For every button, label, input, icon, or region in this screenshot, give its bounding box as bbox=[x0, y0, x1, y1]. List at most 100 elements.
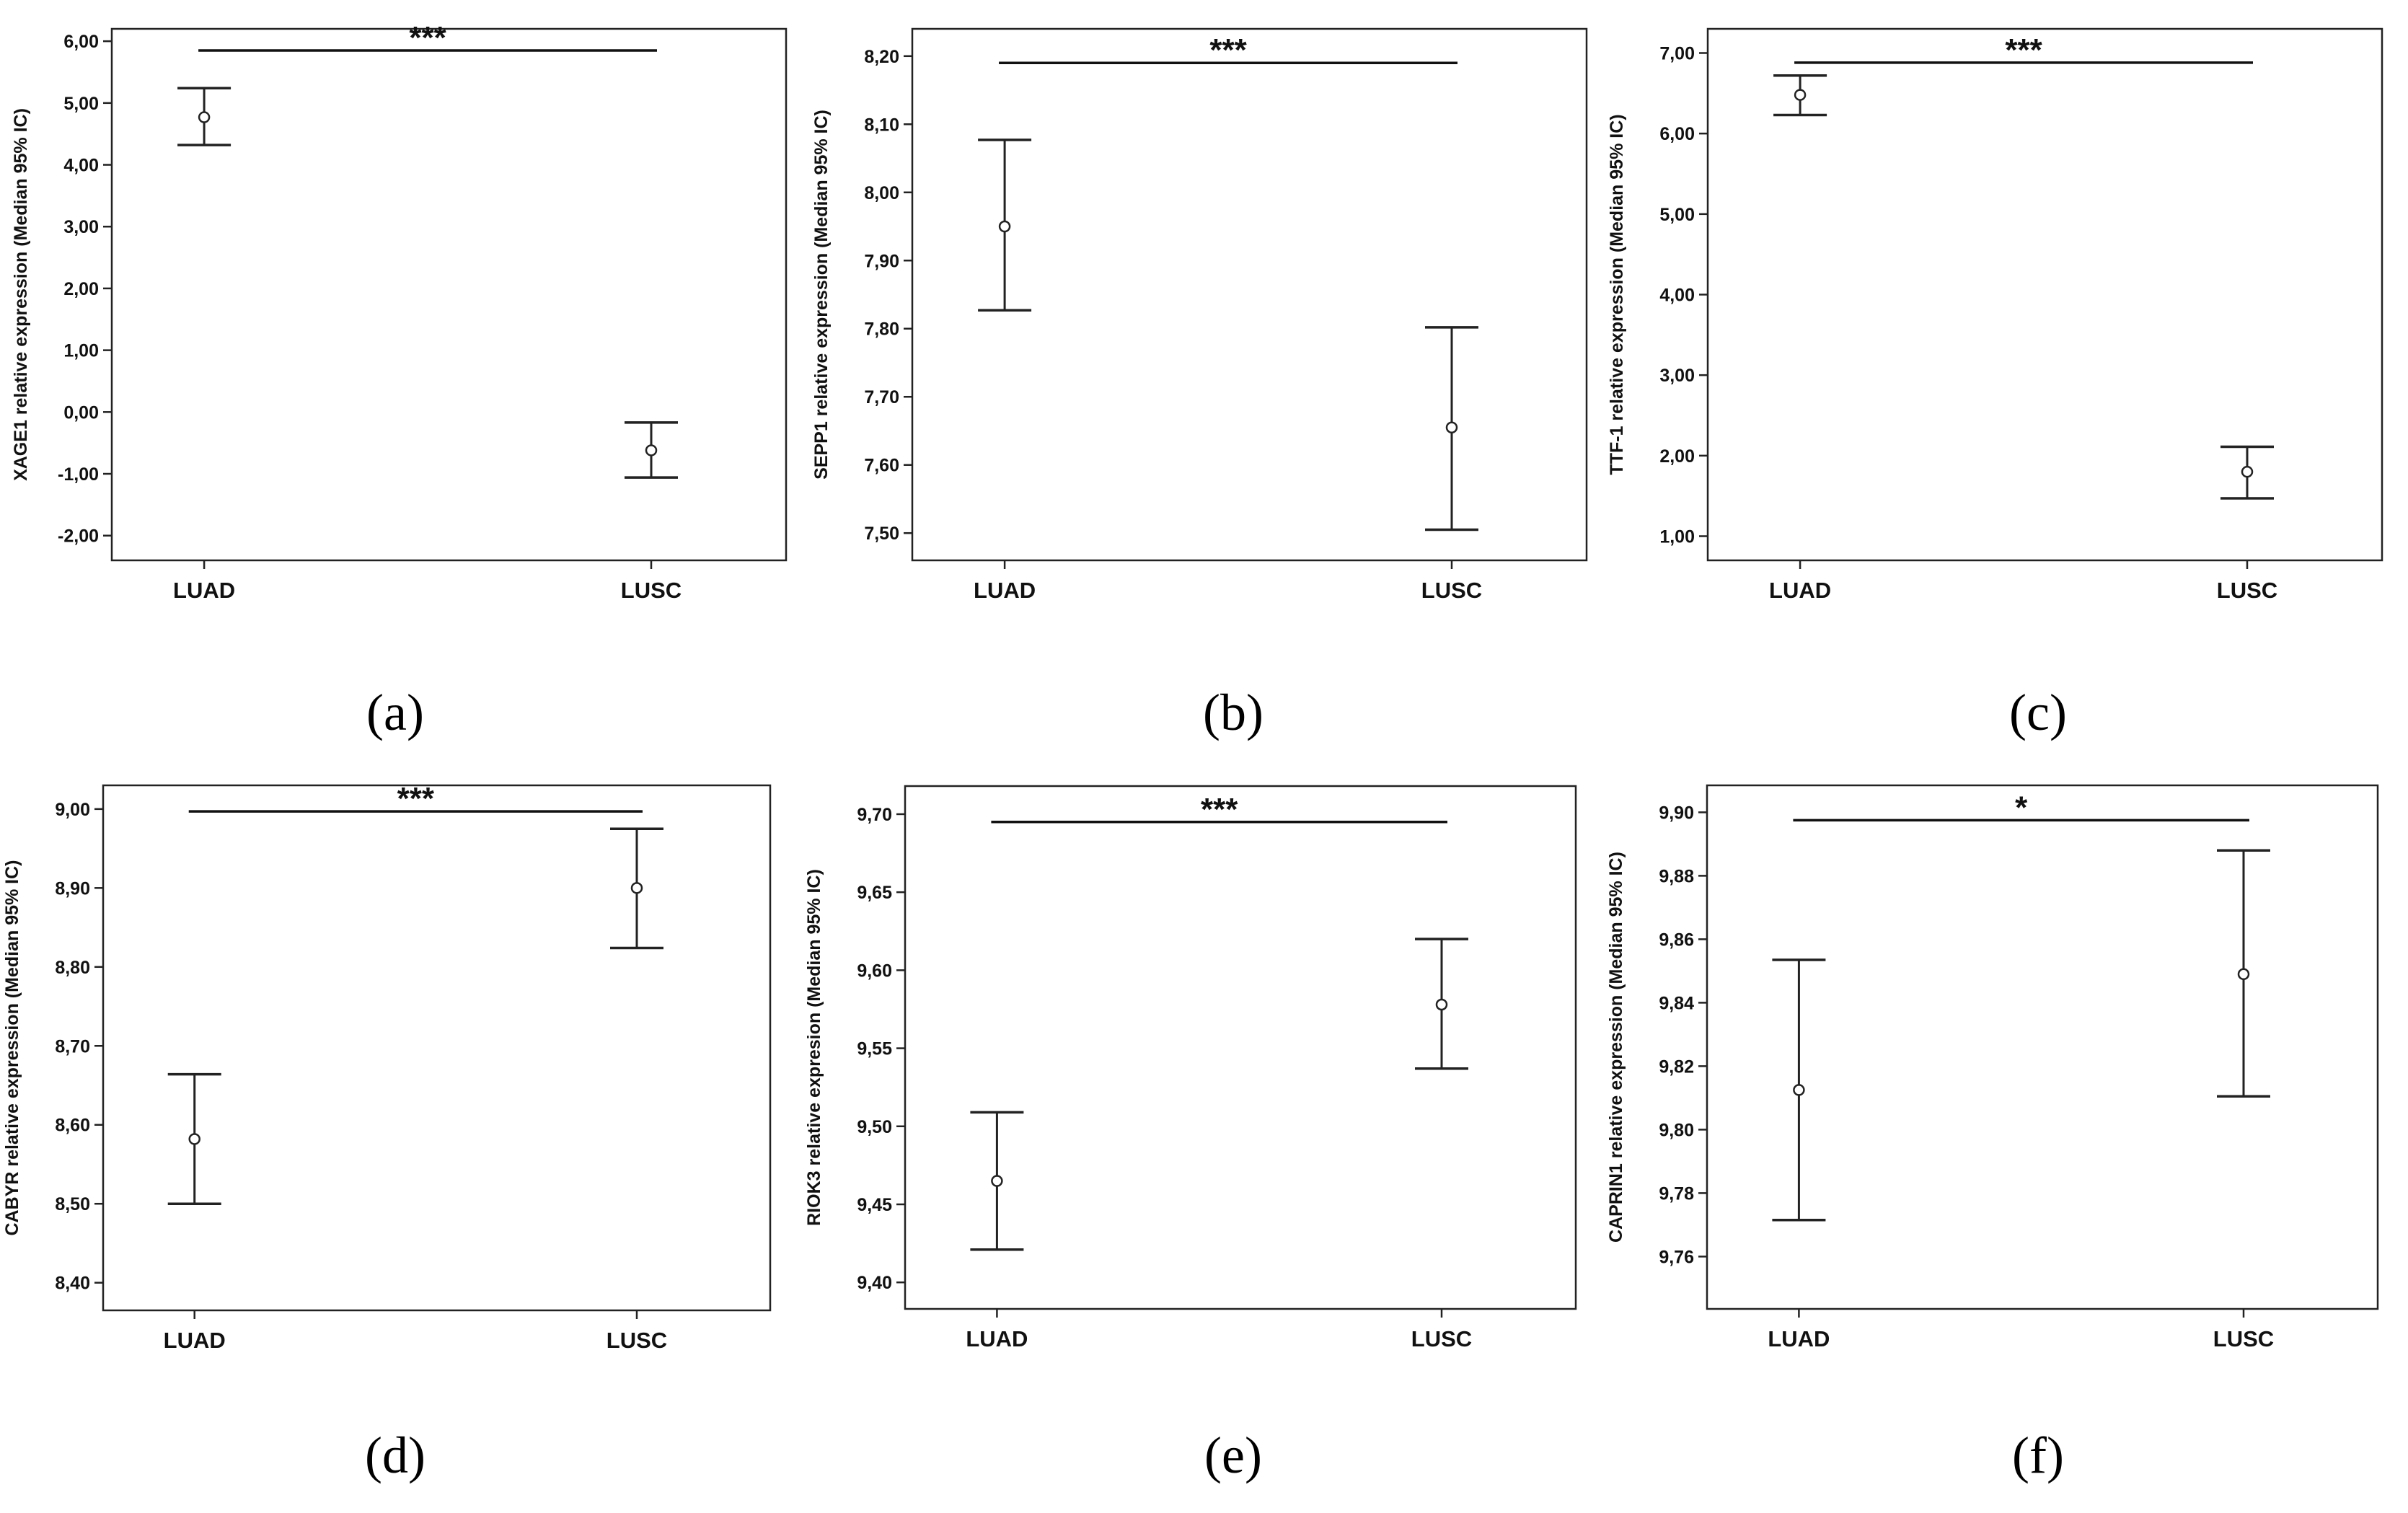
y-tick-label: 8,90 bbox=[55, 878, 90, 899]
x-tick-label: LUSC bbox=[1421, 578, 1482, 603]
panel-label: (f) bbox=[2012, 1426, 2064, 1484]
plot-frame bbox=[904, 785, 1577, 1310]
y-tick-label: 6,00 bbox=[63, 32, 99, 52]
y-tick-label: 1,00 bbox=[63, 341, 99, 361]
panel-label: (c) bbox=[2009, 684, 2067, 741]
panel-label: (a) bbox=[366, 684, 424, 741]
y-tick-label: 9,80 bbox=[1659, 1120, 1694, 1140]
x-tick-label: LUAD bbox=[1769, 578, 1831, 603]
y-tick-label: 5,00 bbox=[1659, 205, 1695, 225]
plot-frame bbox=[911, 27, 1588, 562]
y-tick-label: 9,78 bbox=[1659, 1183, 1694, 1204]
y-tick-label: 8,20 bbox=[864, 47, 899, 67]
plot-frame bbox=[1706, 27, 2383, 562]
y-axis-title: CABYR relative expression (Median 95% IC… bbox=[2, 860, 22, 1236]
y-axis-title: TTF-1 relative expression (Median 95% IC… bbox=[1607, 114, 1627, 475]
y-tick-label: 9,45 bbox=[857, 1195, 892, 1215]
y-tick-label: 9,76 bbox=[1659, 1247, 1694, 1267]
significance-stars: *** bbox=[1201, 792, 1238, 827]
x-tick-label: LUSC bbox=[607, 1328, 667, 1353]
y-tick-label: 7,60 bbox=[864, 456, 899, 476]
y-tick-label: 4,00 bbox=[63, 156, 99, 176]
x-tick-label: LUSC bbox=[1411, 1326, 1472, 1351]
plot-frame bbox=[1706, 784, 2379, 1310]
y-tick-label: 9,84 bbox=[1659, 993, 1694, 1013]
x-tick-label: LUAD bbox=[1768, 1326, 1830, 1351]
median-point bbox=[1794, 89, 1807, 101]
panel-label: (d) bbox=[365, 1426, 425, 1484]
y-tick-label: 9,55 bbox=[857, 1039, 892, 1059]
y-tick-label: 2,00 bbox=[1659, 446, 1695, 467]
median-point bbox=[188, 1133, 200, 1145]
chart-panel-5: 9,40 9,45 9,50 9,55 9,60 9,65 9,70 LUAD LUSC RIOK… bbox=[804, 785, 1577, 1484]
y-tick-label: 8,70 bbox=[55, 1036, 90, 1057]
x-tick-label: LUSC bbox=[2217, 578, 2277, 603]
y-tick-label: 9,60 bbox=[857, 961, 892, 981]
median-point bbox=[1793, 1084, 1805, 1096]
y-tick-label: 9,50 bbox=[857, 1117, 892, 1137]
y-axis-title: RIOK3 relative expresion (Median 95% IC) bbox=[804, 869, 824, 1226]
significance-stars: * bbox=[2015, 790, 2028, 825]
y-tick-label: 7,70 bbox=[864, 387, 899, 407]
y-tick-label: 9,70 bbox=[857, 805, 892, 825]
y-tick-label: 4,00 bbox=[1659, 286, 1695, 306]
median-point bbox=[630, 882, 643, 894]
panel-label: (e) bbox=[1204, 1426, 1262, 1484]
y-tick-label: 8,40 bbox=[55, 1274, 90, 1294]
x-tick-label: LUAD bbox=[164, 1328, 226, 1353]
x-tick-label: LUAD bbox=[974, 578, 1036, 603]
y-tick-label: 6,00 bbox=[1659, 124, 1695, 144]
y-axis-title: XAGE1 relative expression (Median 95% IC… bbox=[11, 108, 31, 481]
y-axis-title: SEPP1 relative expression (Median 95% IC… bbox=[811, 110, 832, 480]
y-tick-label: 7,90 bbox=[864, 251, 899, 271]
y-tick-label: 7,50 bbox=[864, 524, 899, 544]
y-tick-label: -1,00 bbox=[58, 464, 99, 485]
median-point bbox=[1435, 998, 1448, 1011]
significance-stars: *** bbox=[409, 20, 446, 56]
median-point bbox=[1445, 421, 1458, 433]
x-tick-label: LUAD bbox=[173, 578, 235, 603]
y-tick-label: 9,40 bbox=[857, 1273, 892, 1293]
y-tick-label: 9,82 bbox=[1659, 1057, 1694, 1077]
y-tick-label: 3,00 bbox=[63, 217, 99, 237]
y-tick-label: 8,50 bbox=[55, 1194, 90, 1214]
median-point bbox=[2241, 465, 2254, 478]
y-tick-label: 2,00 bbox=[63, 279, 99, 299]
median-point bbox=[2237, 968, 2250, 981]
significance-stars: *** bbox=[1209, 32, 1247, 68]
chart-panel-6: 9,76 9,78 9,80 9,82 9,84 9,86 9,88 9,90 LUAD LUSC… bbox=[1606, 784, 2379, 1484]
y-tick-label: 9,88 bbox=[1659, 866, 1694, 886]
panel-label: (b) bbox=[1203, 684, 1263, 741]
median-point bbox=[998, 220, 1011, 233]
chart-panel-4: 8,40 8,50 8,60 8,70 8,80 8,90 9,00 LUAD LUSC CABY… bbox=[2, 781, 772, 1484]
median-point bbox=[645, 444, 658, 456]
median-point bbox=[198, 111, 211, 123]
y-tick-label: 8,80 bbox=[55, 958, 90, 978]
y-tick-label: 8,60 bbox=[55, 1116, 90, 1136]
y-tick-label: 3,00 bbox=[1659, 366, 1695, 386]
y-tick-label: 0,00 bbox=[63, 402, 99, 423]
y-tick-label: 9,86 bbox=[1659, 930, 1694, 950]
x-tick-label: LUAD bbox=[966, 1326, 1028, 1351]
chart-panel-1: -2,00 -1,00 0,00 1,00 2,00 3,00 4,00 5,00 6,00 LU… bbox=[11, 20, 788, 741]
significance-stars: *** bbox=[397, 781, 435, 816]
chart-panel-2: 7,50 7,60 7,70 7,80 7,90 8,00 8,10 8,20 LUAD LUSC… bbox=[811, 27, 1588, 741]
chart-panel-3: 1,00 2,00 3,00 4,00 5,00 6,00 7,00 LUAD LUSC TTF-… bbox=[1607, 27, 2383, 741]
y-tick-label: -2,00 bbox=[58, 526, 99, 547]
y-tick-label: 9,65 bbox=[857, 883, 892, 903]
median-point bbox=[991, 1175, 1003, 1187]
x-tick-label: LUSC bbox=[2213, 1326, 2274, 1351]
y-tick-label: 8,00 bbox=[864, 183, 899, 203]
significance-stars: *** bbox=[2005, 32, 2042, 68]
y-tick-label: 1,00 bbox=[1659, 527, 1695, 547]
y-tick-label: 8,10 bbox=[864, 115, 899, 135]
plot-frame bbox=[110, 27, 788, 562]
y-axis-title: CAPRIN1 relative expression (Median 95% … bbox=[1606, 852, 1626, 1243]
x-tick-label: LUSC bbox=[621, 578, 682, 603]
y-tick-label: 5,00 bbox=[63, 94, 99, 114]
y-tick-label: 9,00 bbox=[55, 800, 90, 820]
y-tick-label: 7,80 bbox=[864, 319, 899, 340]
y-tick-label: 7,00 bbox=[1659, 44, 1695, 64]
y-tick-label: 9,90 bbox=[1659, 803, 1694, 823]
